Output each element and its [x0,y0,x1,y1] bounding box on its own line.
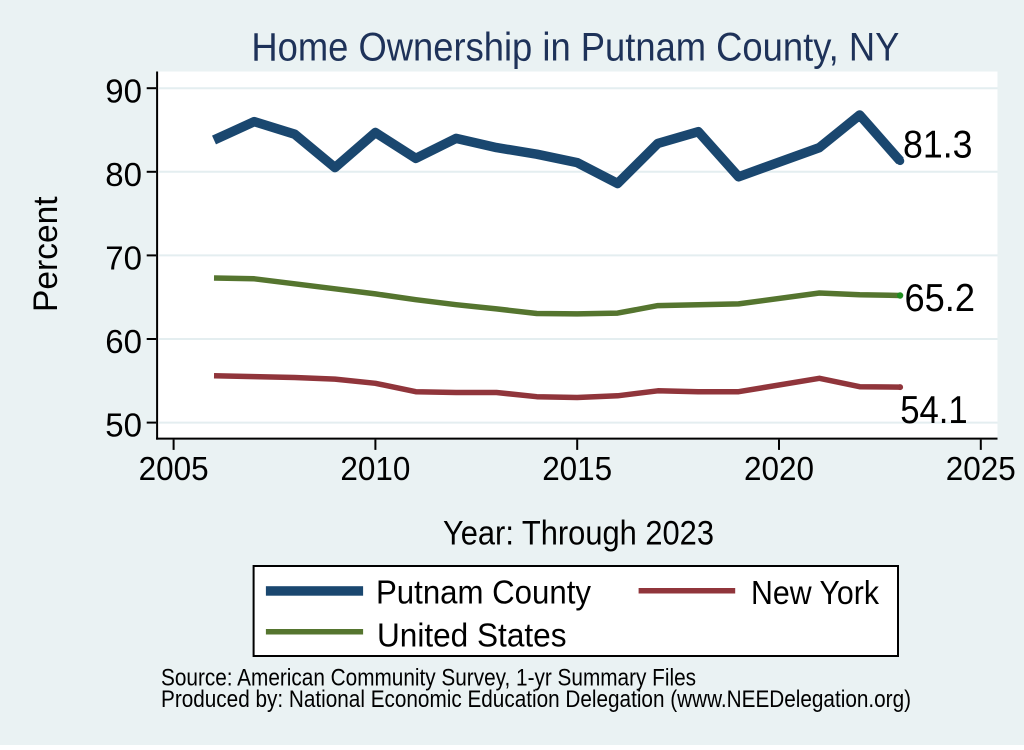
svg-text:54.1: 54.1 [900,389,968,432]
svg-text:Putnam County: Putnam County [376,574,591,611]
svg-text:80: 80 [105,156,142,193]
svg-text:81.3: 81.3 [903,123,973,166]
svg-text:90: 90 [105,72,142,109]
svg-text:Year: Through 2023: Year: Through 2023 [443,514,714,552]
svg-text:70: 70 [105,240,142,277]
svg-text:50: 50 [105,407,142,444]
svg-text:Percent: Percent [27,196,65,312]
svg-text:2015: 2015 [542,450,612,487]
svg-text:2025: 2025 [946,450,1016,487]
svg-text:60: 60 [105,323,142,360]
svg-text:2020: 2020 [744,450,814,487]
svg-text:New York: New York [751,574,879,611]
svg-text:Source: American Community Sur: Source: American Community Survey, 1-yr … [161,665,696,692]
svg-text:Produced by: National Economic: Produced by: National Economic Education… [161,686,911,713]
svg-text:65.2: 65.2 [905,277,976,320]
svg-text:2005: 2005 [139,450,209,487]
svg-text:Home Ownership in Putnam Count: Home Ownership in Putnam County, NY [251,25,899,69]
svg-text:United States: United States [377,616,567,653]
svg-text:2010: 2010 [340,450,410,487]
